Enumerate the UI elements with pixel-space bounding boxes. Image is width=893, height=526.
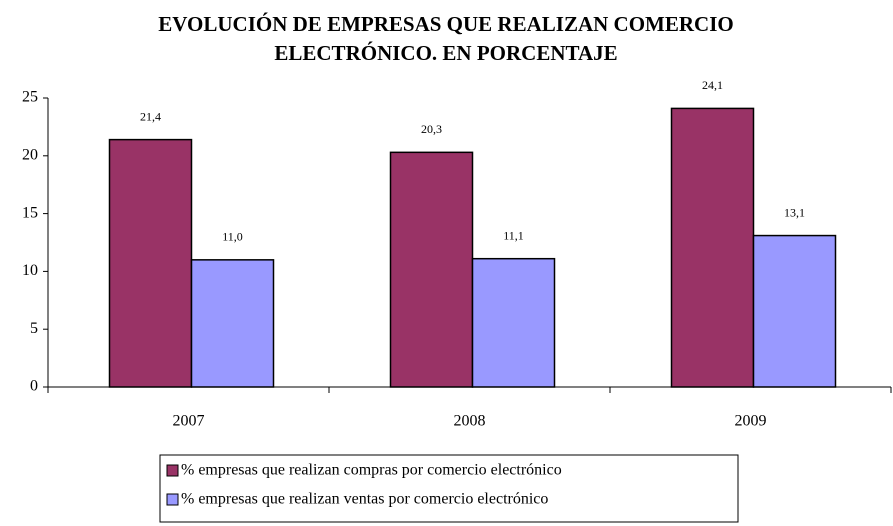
y-tick-label: 0 xyxy=(30,378,38,395)
x-tick-label: 2008 xyxy=(454,413,486,430)
bar xyxy=(190,259,275,388)
bar xyxy=(670,107,755,388)
value-label: 13,1 xyxy=(784,205,805,219)
bar xyxy=(752,234,837,388)
x-tick-label: 2007 xyxy=(173,413,205,430)
y-tick-label: 5 xyxy=(30,320,38,337)
bar xyxy=(108,138,193,388)
y-tick-label: 20 xyxy=(22,146,38,163)
bar xyxy=(471,257,556,388)
x-tick-label: 2009 xyxy=(735,413,767,430)
legend-swatch xyxy=(166,464,179,477)
y-tick-label: 10 xyxy=(22,262,38,279)
value-label: 21,4 xyxy=(140,109,161,123)
chart-title: EVOLUCIÓN DE EMPRESAS QUE REALIZAN COMER… xyxy=(158,12,734,65)
value-label: 11,1 xyxy=(503,228,524,242)
y-tick-label: 25 xyxy=(22,89,38,106)
value-label: 24,1 xyxy=(702,78,723,92)
legend-label: % empresas que realizan ventas por comer… xyxy=(181,491,548,508)
value-label: 20,3 xyxy=(421,122,442,136)
y-tick-label: 15 xyxy=(22,204,38,221)
legend-swatch xyxy=(166,493,179,506)
legend-label: % empresas que realizan compras por come… xyxy=(181,462,562,479)
value-label: 11,0 xyxy=(222,230,243,244)
legend-box xyxy=(159,454,739,523)
bar xyxy=(389,151,474,388)
